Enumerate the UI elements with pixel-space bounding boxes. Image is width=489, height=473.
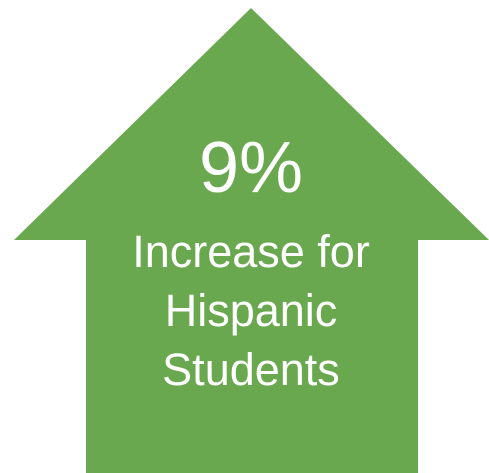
caption-line-2: Hispanic — [164, 285, 338, 336]
increase-caption: Increase for Hispanic Students — [86, 222, 416, 399]
caption-line-3: Students — [162, 344, 340, 395]
increase-percent: 9% — [198, 128, 304, 208]
arrow-fill — [14, 8, 489, 473]
caption-line-1: Increase for — [132, 226, 370, 277]
